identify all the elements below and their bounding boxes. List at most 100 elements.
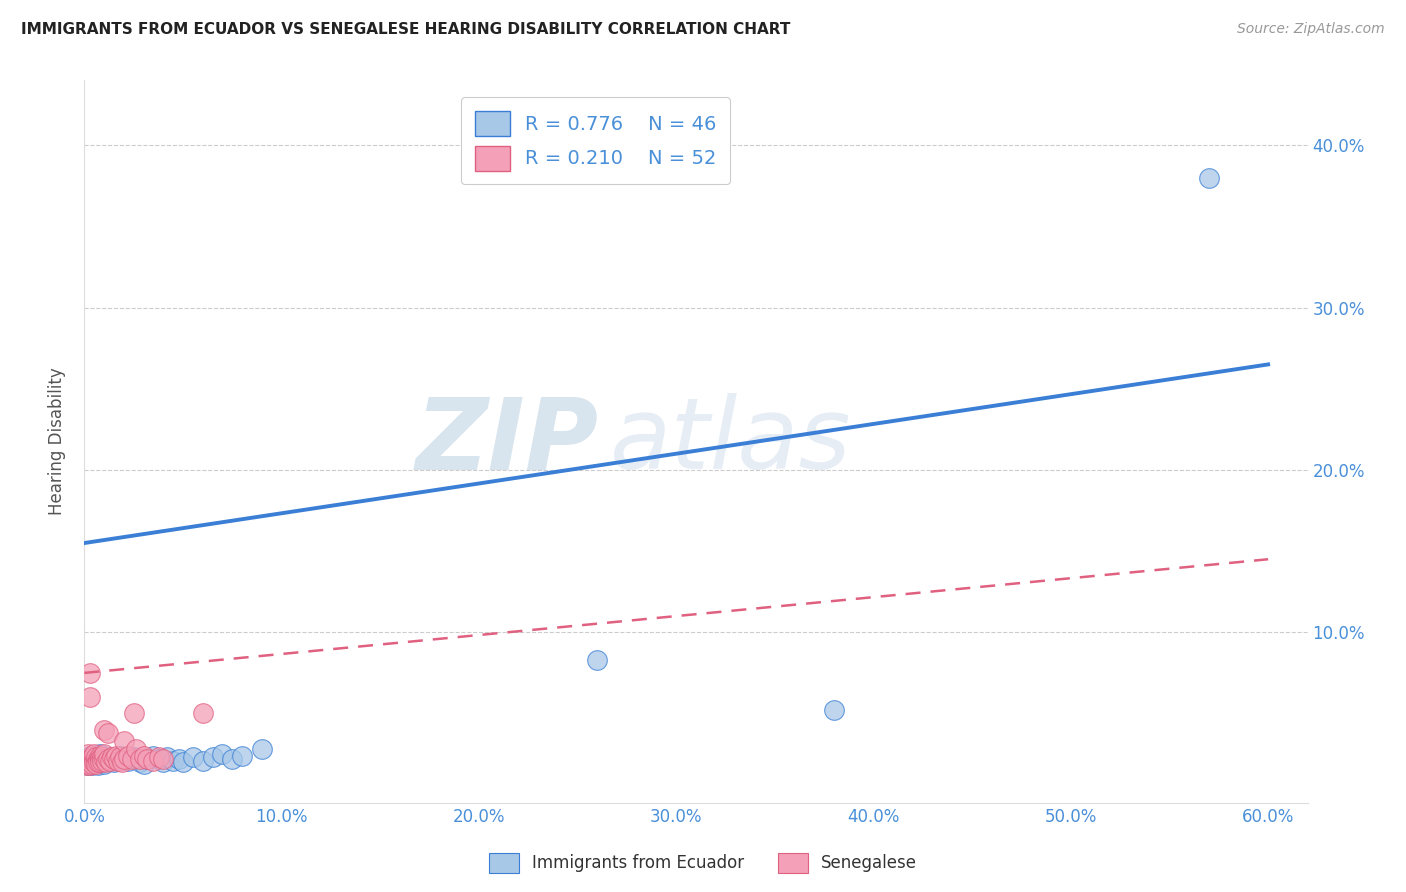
Point (148, 752, 170, 766)
Point (89, 755, 111, 769)
Point (82, 756, 104, 771)
Point (97, 752, 120, 766)
Point (83, 756, 105, 771)
Point (104, 748, 127, 763)
Point (191, 706, 214, 721)
Point (97, 726, 120, 740)
Point (83, 752, 105, 766)
Point (101, 750, 124, 764)
Point (108, 748, 131, 763)
Point (136, 752, 159, 766)
Point (91, 754, 114, 768)
Point (84, 754, 107, 768)
Y-axis label: Hearing Disability: Hearing Disability (48, 368, 66, 516)
Point (181, 750, 204, 764)
Point (75, 755, 97, 769)
Point (167, 752, 190, 766)
Point (112, 734, 135, 748)
Point (121, 752, 143, 766)
Point (112, 752, 135, 766)
Point (84, 750, 107, 764)
Point (823, 703, 845, 717)
Point (128, 755, 150, 769)
Point (91, 755, 114, 769)
Point (111, 755, 134, 769)
Point (79, 748, 101, 763)
Point (108, 750, 131, 764)
Legend: R = 0.776    N = 46, R = 0.210    N = 52: R = 0.776 N = 46, R = 0.210 N = 52 (461, 97, 730, 184)
Point (93, 756, 115, 771)
Point (87, 758, 110, 772)
Point (122, 706, 145, 721)
Text: Source: ZipAtlas.com: Source: ZipAtlas.com (1237, 22, 1385, 37)
Point (79, 758, 101, 772)
Point (93, 752, 115, 766)
Point (122, 750, 145, 764)
Point (79, 690, 101, 705)
Point (82, 758, 104, 772)
Point (586, 653, 609, 667)
Point (87, 755, 110, 769)
Point (132, 748, 155, 763)
Point (142, 754, 165, 768)
Point (103, 752, 125, 766)
Point (82, 750, 104, 764)
Point (89, 747, 111, 761)
Point (75, 755, 97, 769)
Point (172, 755, 194, 769)
Point (162, 754, 184, 768)
Text: IMMIGRANTS FROM ECUADOR VS SENEGALESE HEARING DISABILITY CORRELATION CHART: IMMIGRANTS FROM ECUADOR VS SENEGALESE HE… (21, 22, 790, 37)
Point (98, 754, 121, 768)
Point (89, 752, 111, 766)
Point (231, 748, 253, 763)
Point (132, 756, 155, 771)
Point (97, 754, 120, 768)
Point (104, 752, 127, 766)
Point (79, 665, 101, 680)
Point (136, 752, 159, 766)
Point (77, 752, 100, 766)
Point (75, 758, 97, 772)
Point (221, 752, 243, 766)
Point (93, 723, 115, 737)
Text: ZIP: ZIP (415, 393, 598, 490)
Point (82, 754, 104, 768)
Point (117, 754, 139, 768)
Point (83, 747, 105, 761)
Legend: Immigrants from Ecuador, Senegalese: Immigrants from Ecuador, Senegalese (482, 847, 924, 880)
Point (211, 747, 233, 761)
Point (84, 756, 107, 771)
Point (124, 742, 146, 756)
Point (77, 752, 100, 766)
Point (82, 755, 104, 769)
Point (148, 750, 170, 764)
Point (142, 748, 165, 763)
Point (152, 752, 174, 766)
Point (83, 752, 105, 766)
Point (152, 755, 174, 769)
Point (98, 750, 121, 764)
Point (117, 748, 139, 763)
Point (79, 752, 101, 766)
Point (1198, 170, 1220, 185)
Point (93, 752, 115, 766)
Point (112, 752, 135, 766)
Point (250, 742, 273, 756)
Point (94, 755, 117, 769)
Point (107, 754, 129, 768)
Point (77, 747, 100, 761)
Point (79, 755, 101, 769)
Point (201, 750, 224, 764)
Point (84, 750, 107, 764)
Point (77, 758, 100, 772)
Point (83, 755, 105, 769)
Point (89, 752, 111, 766)
Point (156, 750, 179, 764)
Point (79, 756, 101, 771)
Point (89, 748, 111, 763)
Point (191, 754, 214, 768)
Text: atlas: atlas (610, 393, 852, 490)
Point (84, 754, 107, 768)
Point (87, 755, 110, 769)
Point (77, 756, 100, 771)
